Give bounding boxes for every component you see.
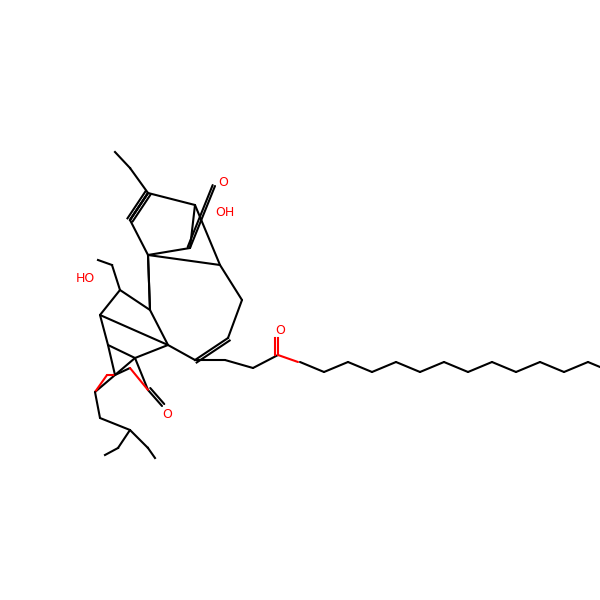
Text: HO: HO (76, 272, 95, 286)
Text: O: O (162, 407, 172, 421)
Text: O: O (218, 176, 228, 190)
Text: OH: OH (215, 206, 235, 220)
Text: O: O (275, 323, 285, 337)
